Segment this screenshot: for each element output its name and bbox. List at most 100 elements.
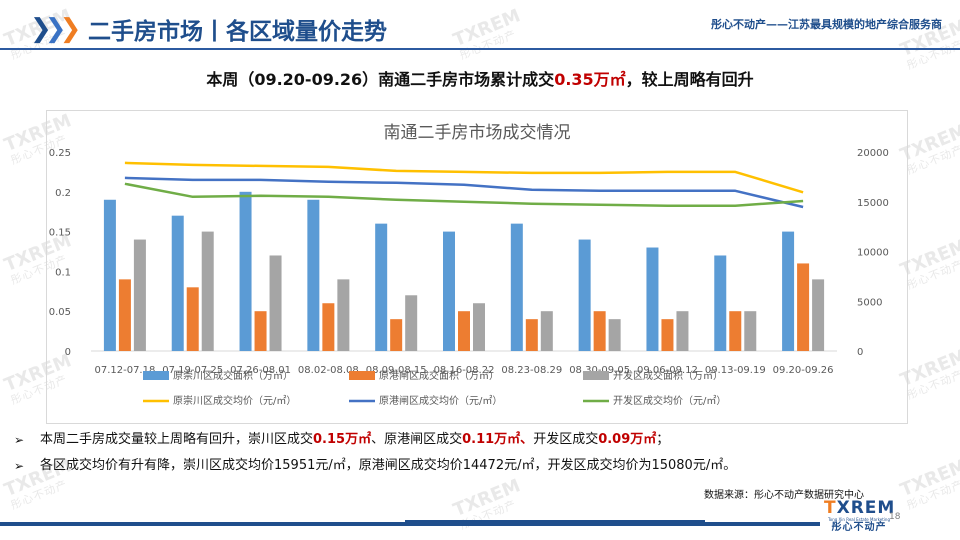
bullet-highlight: 0.11万㎡、 [462,432,534,447]
logo-mark: TXREM [824,498,896,518]
bar-3 [608,319,621,351]
price-line-3 [124,182,804,207]
company-slogan: 彤心不动产——江苏最具规模的地产综合服务商 [711,18,942,31]
y-right-tick-label: 20000 [857,148,889,159]
chart-title: 南通二手房市场成交情况 [384,123,571,143]
company-logo: TXREM Tong Xin Real Estate Marketing 彤心不… [824,500,894,534]
bar-3 [812,279,825,351]
header-divider [0,48,960,50]
bullet-arrow-icon: ➢ [14,459,25,473]
bullet-highlight: 0.09万㎡ [598,432,657,447]
legend-label: 原崇川区成交均价（元/㎡） [173,394,296,407]
bar-3 [405,295,418,351]
bar-2 [254,311,267,351]
legend-label: 开发区成交均价（元/㎡） [613,394,726,407]
legend-label: 原港闸区成交面积（万㎡） [379,369,499,382]
page-title: 二手房市场丨各区域量价走势 [88,19,387,45]
headline-highlight: 0.35万㎡ [554,70,626,89]
bar-3 [337,279,350,351]
bar-1 [239,191,252,351]
summary-bullets: ➢ 本周二手房成交量较上周略有回升，崇川区成交0.15万㎡、原港闸区成交0.11万… [12,427,952,479]
y-left-tick-label: 0.2 [55,188,71,199]
bar-2 [525,319,538,351]
headline-suffix: ，较上周略有回升 [625,70,754,89]
x-tick-label: 09.20-09.26 [773,365,834,376]
bar-2 [661,319,674,351]
y-right-tick-label: 5000 [857,297,882,308]
bullet-2: ➢ 各区成交均价有升有降，崇川区成交均价15951元/㎡，原港闸区成交均价1447… [12,453,952,479]
bullet-segment: 本周二手房成交量较上周略有回升，崇川区成交 [40,432,314,447]
y-right-tick-label: 10000 [857,248,889,259]
x-tick-label: 09.06-09.12 [637,365,698,376]
bar-3 [676,311,689,351]
bar-3 [540,311,553,351]
combo-chart: 南通二手房市场成交情况 0 0.05 0.1 0.15 0.2 0.25 0 5000 10000… [49,123,889,407]
bar-2 [593,311,606,351]
bullet-segment: 各区成交均价有升有降，崇川区成交均价15951元/㎡，原港闸区成交均价14472… [40,458,737,473]
bullet-text: 本周二手房成交量较上周略有回升，崇川区成交0.15万㎡、原港闸区成交0.11万㎡… [40,432,669,447]
legend-label: 开发区成交面积（万㎡） [613,369,723,382]
legend-swatch [583,371,609,380]
bullet-segment: 开发区成交 [533,432,599,447]
x-tick-label: 08.30-09.05 [569,365,630,376]
bar-3 [201,231,214,351]
logo-tagline: Tong Xin Real Estate Marketing [828,517,890,522]
bar-1 [646,247,659,351]
logo-chinese: 彤心不动产 [831,522,887,533]
x-tick-label: 08.02-08.08 [298,365,359,376]
bullet-text: 各区成交均价有升有降，崇川区成交均价15951元/㎡，原港闸区成交均价14472… [40,458,736,473]
y-right-tick-label: 0 [857,347,863,358]
bullet-1: ➢ 本周二手房成交量较上周略有回升，崇川区成交0.15万㎡、原港闸区成交0.11万… [12,427,952,453]
x-tick-label: 07.12-07.18 [94,365,155,376]
y-left-tick-label: 0.1 [55,267,71,278]
bar-2 [118,279,131,351]
legend-swatch [349,371,375,380]
x-tick-label: 07.19-07.25 [162,365,223,376]
bar-1 [782,231,795,351]
chart-area: 南通二手房市场成交情况 0 0.05 0.1 0.15 0.2 0.25 0 5000 10000… [46,110,908,424]
headline-prefix: 本周（09.20-09.26）南通二手房市场累计成交 [206,70,555,89]
x-tick-label: 08.09-08.15 [366,365,427,376]
legend-swatch [143,371,169,380]
x-tick-label: 07.26-08.01 [230,365,291,376]
bar-2 [390,319,403,351]
price-line-1 [124,161,804,194]
y-left-tick-label: 0.15 [49,228,71,239]
bar-1 [714,255,727,351]
x-tick-label: 09.13-09.19 [705,365,766,376]
y-left-tick-label: 0.05 [49,307,71,318]
x-tick-label: 08.16-08.22 [434,365,495,376]
bar-1 [307,199,320,351]
bullet-segment: ； [656,432,670,447]
bar-2 [797,263,810,351]
bar-2 [458,311,470,351]
data-source: 数据来源：彤心不动产数据研究中心 [704,490,864,501]
bar-3 [269,255,282,351]
legend-label: 原港闸区成交均价（元/㎡） [379,394,502,407]
legend-label: 原崇川区成交面积（万㎡） [173,369,293,382]
bar-3 [744,311,757,351]
header-chevron-icon: ❯❯❯ [30,14,81,44]
watermark-logo: TXREM 彤心不动产 [450,5,524,63]
bar-1 [578,239,591,351]
bar-1 [443,231,455,351]
bar-2 [729,311,742,351]
bullet-arrow-icon: ➢ [14,433,25,447]
bar-1 [171,215,184,351]
bar-1 [103,199,116,351]
page-number: 18 [889,512,901,522]
bar-2 [322,303,335,351]
bar-1 [510,223,523,351]
bullet-highlight: 0.15万㎡ [313,432,372,447]
y-right-tick-label: 15000 [857,198,889,209]
y-left-tick-label: 0 [65,347,71,358]
headline: 本周（09.20-09.26）南通二手房市场累计成交0.35万㎡，较上周略有回升 [0,66,960,90]
bar-3 [133,239,146,351]
price-line-2 [124,176,804,209]
bar-2 [186,287,199,351]
bullet-segment: 、原港闸区成交 [371,432,463,447]
footer-bar-accent [405,520,705,526]
y-left-tick-label: 0.25 [49,148,71,159]
bar-1 [375,223,388,351]
bar-3 [473,303,485,351]
